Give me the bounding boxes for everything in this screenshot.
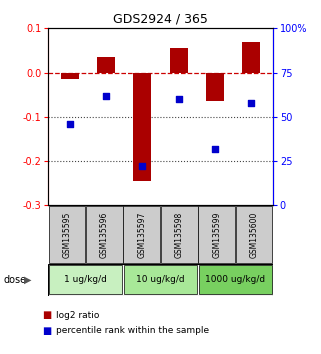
Bar [48,206,85,263]
Point [248,100,254,105]
Text: GSM135595: GSM135595 [62,211,71,258]
Point [140,164,145,169]
Point [176,96,181,102]
Bar [206,73,224,101]
Text: ■: ■ [42,326,51,336]
Text: ▶: ▶ [24,275,32,285]
Point [212,146,217,152]
Bar [97,57,115,73]
Text: 1000 ug/kg/d: 1000 ug/kg/d [205,275,265,284]
Text: dose: dose [3,275,26,285]
Point [104,93,109,98]
Bar [124,265,197,294]
Text: percentile rank within the sample: percentile rank within the sample [56,326,209,336]
Text: GSM135599: GSM135599 [212,211,221,258]
Text: ■: ■ [42,310,51,320]
Bar [61,73,79,79]
Point [67,121,73,127]
Bar [49,265,122,294]
Bar [236,206,273,263]
Bar [161,206,197,263]
Bar [133,73,152,181]
Text: GSM135598: GSM135598 [175,211,184,258]
Text: 1 ug/kg/d: 1 ug/kg/d [64,275,107,284]
Bar [86,206,123,263]
Bar [123,206,160,263]
Text: 10 ug/kg/d: 10 ug/kg/d [136,275,185,284]
Text: GSM135600: GSM135600 [250,211,259,258]
Title: GDS2924 / 365: GDS2924 / 365 [113,13,208,26]
Bar [199,265,272,294]
Text: log2 ratio: log2 ratio [56,310,100,320]
Bar [169,48,188,73]
Text: GSM135596: GSM135596 [100,211,109,258]
Text: GSM135597: GSM135597 [137,211,146,258]
Bar [198,206,235,263]
Bar [242,42,260,73]
